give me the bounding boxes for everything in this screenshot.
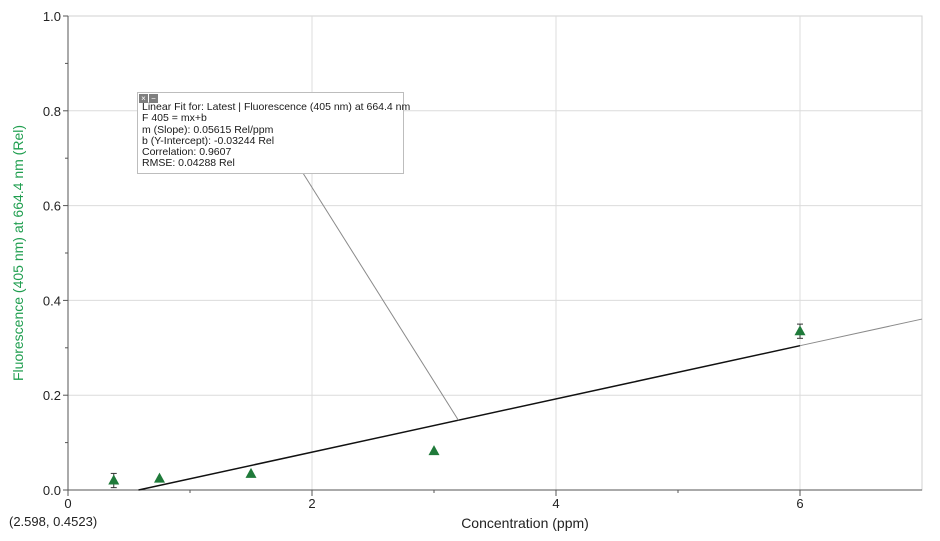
annotation-leader-line: [295, 161, 459, 421]
axes: [63, 15, 922, 496]
fit-lines: [138, 318, 923, 491]
annotation-slope: m (Slope): 0.05615 Rel/ppm: [142, 123, 274, 136]
annotation-minimize-icon[interactable]: −: [149, 94, 158, 103]
y-tick-label: 0.4: [43, 293, 61, 308]
data-point-marker: [428, 445, 440, 456]
plot-frame: [67, 15, 923, 491]
y-axis-title: Fluorescence (405 nm) at 664.4 nm (Rel): [10, 125, 26, 381]
data-point-marker: [245, 467, 257, 478]
annotation-rmse: RMSE: 0.04288 Rel: [142, 157, 235, 170]
annotation-controls: × −: [139, 94, 158, 103]
annotation-equation: F 405 = mx+b: [142, 112, 207, 125]
y-tick-label: 0.2: [43, 388, 61, 403]
annotation-correlation: Correlation: 0.9607: [142, 146, 232, 159]
grid: [67, 15, 923, 491]
fit-line-extension: [799, 318, 923, 347]
data-points: [108, 323, 806, 489]
y-tick-label: 0.6: [43, 199, 61, 214]
annotation-close-icon[interactable]: ×: [139, 94, 148, 103]
x-tick-label: 2: [308, 496, 315, 511]
x-axis-title: Concentration (ppm): [461, 515, 589, 531]
y-tick-label: 1.0: [43, 9, 61, 24]
data-point-marker: [154, 472, 165, 483]
axis-labels: 0 2 4 6 0.0 0.2 0.4 0.6 0.8 1.0 Concentration (ppm…: [10, 9, 804, 531]
y-tick-label: 0.8: [43, 104, 61, 119]
y-tick-label: 0.0: [43, 483, 61, 498]
x-tick-label: 6: [796, 496, 803, 511]
annotation-intercept: b (Y-Intercept): -0.03244 Rel: [142, 134, 275, 147]
annotation-title: Linear Fit for: Latest | Fluorescence (4…: [142, 101, 411, 113]
cursor-coordinate-readout: (2.598, 0.4523): [9, 514, 98, 529]
x-tick-label: 0: [64, 496, 71, 511]
fit-line: [138, 344, 801, 491]
data-point-marker: [108, 474, 120, 485]
annotation-leader: [295, 161, 459, 421]
x-tick-label: 4: [552, 496, 559, 511]
linear-fit-annotation[interactable]: × − Linear Fit for: Latest | Fluorescenc…: [137, 92, 411, 174]
data-point-marker: [794, 325, 806, 336]
